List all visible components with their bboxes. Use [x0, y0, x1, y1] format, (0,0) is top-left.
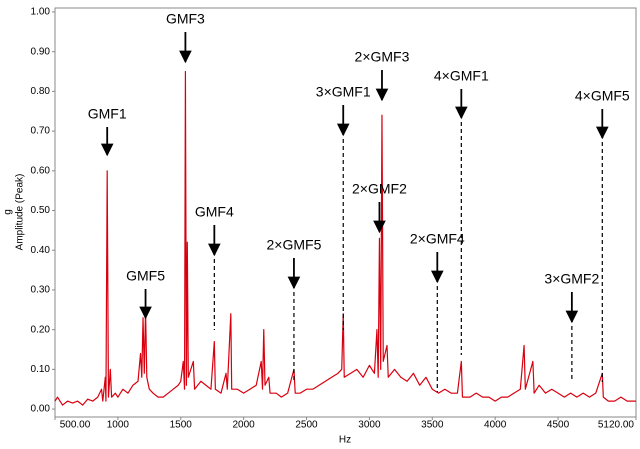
y-tick-label: 0.50 — [31, 205, 51, 216]
x-tick-label: 2000 — [233, 420, 256, 431]
annotation-label: GMF5 — [126, 268, 165, 284]
y-tick-label: 0.60 — [31, 165, 51, 176]
annotation-label: 4×GMF1 — [434, 68, 489, 84]
annotation-label: GMF3 — [166, 11, 205, 27]
x-tick-label: 1500 — [170, 420, 193, 431]
annotation-label: 3×GMF1 — [316, 84, 371, 100]
y-tick-label: 1.00 — [31, 7, 51, 18]
x-tick-label: 3500 — [421, 420, 444, 431]
y-axis-label: Amplitude (Peak) — [15, 174, 26, 251]
y-axis-unit: g — [3, 209, 14, 215]
annotation-label: GMF1 — [88, 106, 127, 122]
y-tick-label: 0.40 — [31, 245, 51, 256]
spectrum-line — [54, 70, 636, 406]
y-tick-label: 0.80 — [31, 86, 51, 97]
y-tick-label: 0.10 — [31, 364, 51, 375]
x-tick-label: 3000 — [358, 420, 381, 431]
annotation-label: 2×GMF4 — [410, 231, 465, 247]
annotation-label: 4×GMF5 — [575, 88, 630, 104]
y-tick-label: 0.00 — [31, 404, 51, 415]
x-tick-label: 1000 — [107, 420, 130, 431]
x-tick-label: 2500 — [295, 420, 318, 431]
plot-frame — [54, 7, 637, 418]
annotation-label: 2×GMF5 — [267, 237, 322, 253]
annotation-label: 3×GMF2 — [544, 271, 599, 287]
x-axis-label: Hz — [339, 435, 351, 446]
y-tick-label: 0.30 — [31, 285, 51, 296]
annotation-label: 2×GMF2 — [352, 181, 407, 197]
y-tick-label: 0.70 — [31, 126, 51, 137]
x-tick-label: 5120.00 — [598, 420, 635, 431]
y-tick-label: 0.20 — [31, 324, 51, 335]
x-tick-label: 4500 — [547, 420, 570, 431]
x-tick-label: 4000 — [484, 420, 507, 431]
y-tick-label: 0.90 — [31, 46, 51, 57]
x-tick-label: 500.00 — [60, 420, 91, 431]
annotation-label: 2×GMF3 — [355, 49, 410, 65]
annotation-label: GMF4 — [195, 204, 234, 220]
